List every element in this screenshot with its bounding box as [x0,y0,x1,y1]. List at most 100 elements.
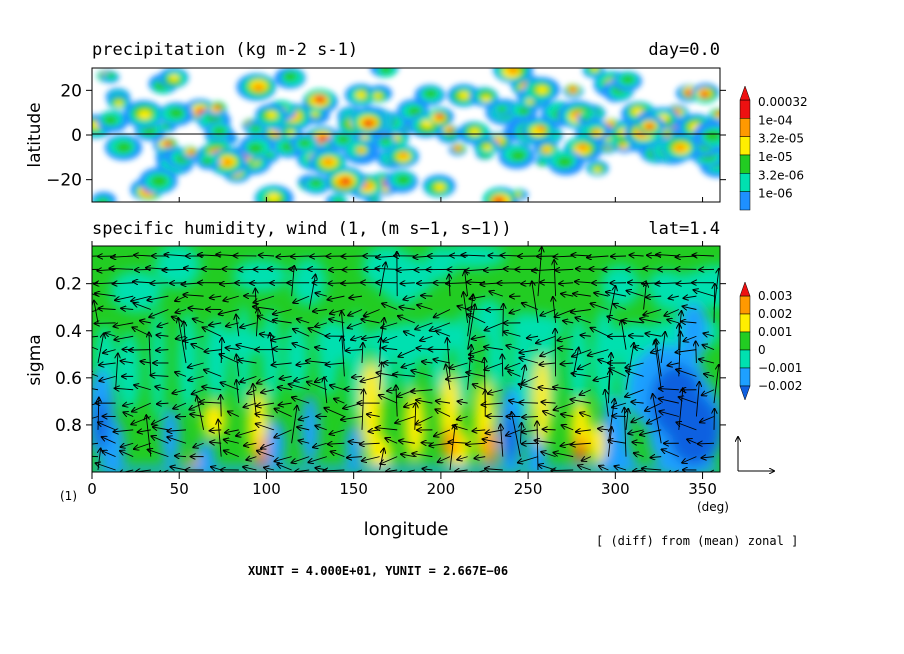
wind-vector [92,442,99,445]
wind-vector [543,429,556,430]
wind-vector [381,322,398,328]
wind-vector [457,457,468,460]
precip-blob [355,91,367,99]
wind-vector [578,362,591,369]
wind-vector [238,360,257,363]
precip-blob [717,111,720,115]
wind-vector [183,295,204,296]
wind-vector [349,296,363,298]
wind-vector [571,443,591,444]
wind-vector [506,429,521,436]
wind-vector [236,345,257,351]
wind-vector [606,292,627,297]
humidity-x-tick-label: 100 [252,480,281,498]
wind-vector [402,362,415,367]
wind-vector [362,343,363,364]
wind-vector [156,350,169,351]
wind-vector [297,427,310,430]
humidity-blob-red [485,455,494,466]
wind-vector [553,297,556,323]
wind-vector [608,370,610,404]
wind-vector [334,399,345,404]
wind-vector [506,345,521,351]
wind-vector [175,456,187,457]
wind-vector [436,401,451,403]
precip-colorbar-label: 1e-05 [758,150,793,164]
wind-vector [561,414,574,416]
wind-vector [157,323,169,327]
wind-vector [612,402,627,407]
wind-vector [99,375,116,381]
wind-vector [328,443,345,444]
wind-vector [433,359,451,364]
humidity-blob-red [575,448,586,463]
wind-vector [417,283,433,284]
wind-vector [361,319,380,324]
wind-vector [280,376,292,378]
wind-vector [683,306,697,309]
humidity-wind-panel: specific humidity, wind (1, (m s−1, s−1)… [25,219,802,578]
wind-vector [299,440,310,443]
wind-vector [291,406,297,444]
wind-vector [449,425,455,471]
wind-vector [313,310,327,312]
wind-vector [188,375,204,380]
wind-vector [505,362,521,369]
wind-vector [236,429,257,436]
wind-vector [642,468,662,470]
wind-vector [297,319,310,323]
precip-blob [272,132,280,138]
wind-vector [375,268,398,269]
humidity-blob [110,270,162,313]
wind-vector [607,427,611,457]
wind-vector [140,321,151,323]
wind-vector [309,328,327,337]
wind-vector [102,437,116,444]
humidity-y-tick-label: 0.6 [55,369,82,389]
humidity-blob [233,259,288,293]
wind-vector [257,451,275,458]
wind-vector [115,295,134,300]
wind-vector [562,425,574,431]
precip-blob [396,175,411,185]
precip-y-tick-label: 0 [71,126,82,146]
wind-vector [519,384,539,391]
precip-blob [253,83,265,92]
wind-vector [258,316,275,324]
humidity-x-tick-label: 350 [688,480,717,498]
wind-vector [240,375,257,382]
wind-vector [96,463,116,471]
wind-vector [155,387,169,390]
precip-day-label: day=0.0 [648,40,720,60]
wind-vector [655,340,662,390]
wind-vector [121,443,134,447]
wind-vector [243,467,257,470]
wind-vector [380,456,398,464]
wind-vector [555,269,574,270]
precip-blob [266,111,278,119]
precip-blob [380,137,391,145]
wind-vector [398,316,415,324]
wind-vector [676,350,697,353]
wind-vector [236,380,238,404]
precip-blob [448,129,453,132]
precip-blob [458,91,470,100]
humidity-colorbar-arrow-bottom [739,385,751,401]
wind-vector [571,399,591,404]
wind-vector [178,318,187,364]
wind-vector [271,335,292,340]
wind-vector [204,350,222,352]
precip-blob [357,148,364,153]
wind-vector [483,439,503,444]
wind-vector [664,309,679,316]
humidity-colorbar-label: 0.002 [758,307,792,321]
wind-vector [561,294,574,296]
wind-vector [294,375,310,381]
precip-ylabel: latitude [25,102,45,167]
wind-vector [197,397,205,430]
wind-vector [138,430,151,432]
wind-vector [693,255,715,256]
wind-vector [315,293,327,296]
wind-vector [608,440,627,443]
wind-vector [628,429,644,434]
